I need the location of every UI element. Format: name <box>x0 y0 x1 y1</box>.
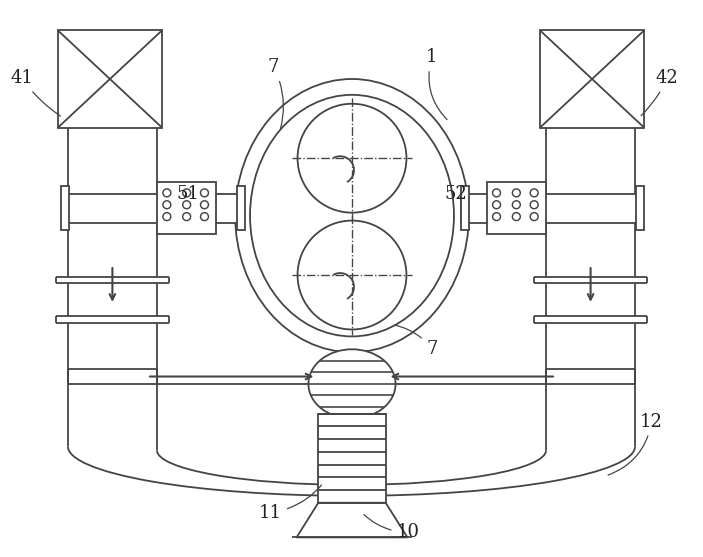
Circle shape <box>512 189 520 197</box>
Circle shape <box>183 189 191 197</box>
Bar <box>461 194 642 223</box>
Text: 51: 51 <box>176 185 200 203</box>
Bar <box>56 316 169 323</box>
Circle shape <box>183 213 191 221</box>
Circle shape <box>530 189 538 197</box>
Bar <box>540 31 644 128</box>
Circle shape <box>493 201 501 209</box>
Text: 41: 41 <box>11 69 60 116</box>
Bar <box>534 316 647 323</box>
Text: 10: 10 <box>364 515 420 541</box>
Circle shape <box>512 201 520 209</box>
Bar <box>63 194 243 223</box>
Bar <box>58 31 162 128</box>
Circle shape <box>493 189 501 197</box>
Circle shape <box>493 213 501 221</box>
Circle shape <box>200 201 209 209</box>
Circle shape <box>163 213 171 221</box>
Ellipse shape <box>250 95 454 336</box>
Text: 7: 7 <box>268 58 283 129</box>
Circle shape <box>163 189 171 197</box>
Text: 11: 11 <box>259 485 321 521</box>
Text: 52: 52 <box>444 185 467 203</box>
Bar <box>636 186 644 231</box>
Bar <box>486 182 546 234</box>
Bar <box>157 182 217 234</box>
Text: 1: 1 <box>426 48 447 120</box>
Bar <box>461 186 469 231</box>
Circle shape <box>183 201 191 209</box>
Bar <box>237 186 245 231</box>
Circle shape <box>512 213 520 221</box>
Text: 12: 12 <box>608 413 663 475</box>
Ellipse shape <box>309 349 396 419</box>
Bar <box>534 276 647 284</box>
Circle shape <box>200 189 209 197</box>
Bar <box>318 414 386 503</box>
Circle shape <box>530 201 538 209</box>
Circle shape <box>297 104 406 213</box>
Text: 7: 7 <box>394 325 438 358</box>
Bar <box>61 186 69 231</box>
Circle shape <box>163 201 171 209</box>
Circle shape <box>200 213 209 221</box>
Bar <box>56 276 169 284</box>
Circle shape <box>530 213 538 221</box>
Ellipse shape <box>236 79 469 352</box>
Text: 42: 42 <box>641 69 678 116</box>
Circle shape <box>297 221 406 330</box>
Polygon shape <box>297 503 408 538</box>
